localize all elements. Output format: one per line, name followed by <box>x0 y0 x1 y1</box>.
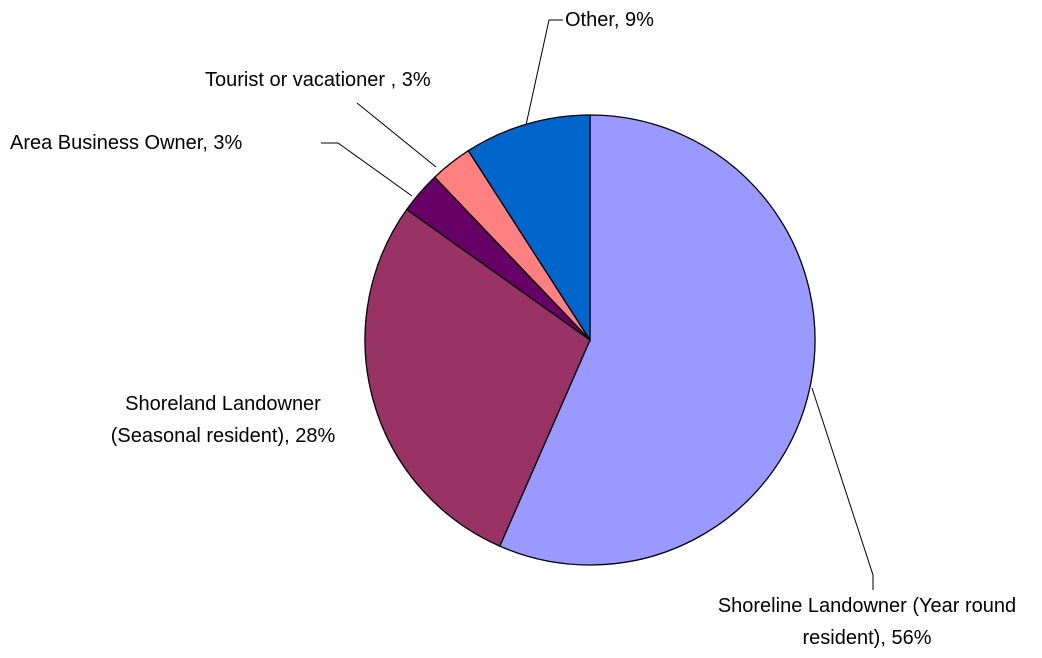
slice-label: Shoreline Landowner (Year round resident… <box>717 595 1017 649</box>
pie-slice <box>364 208 591 547</box>
pie-slice <box>498 114 816 566</box>
slice-label: Other, 9% <box>565 9 654 31</box>
leader-line <box>811 387 874 590</box>
slice-label: Shoreland Landowner (Seasonal resident),… <box>110 393 336 447</box>
leader-line <box>321 142 413 197</box>
leader-line <box>525 19 563 126</box>
leader-line <box>356 102 437 168</box>
slice-label: Tourist or vacationer , 3% <box>205 69 431 91</box>
slice-label: Area Business Owner, 3% <box>10 132 243 154</box>
